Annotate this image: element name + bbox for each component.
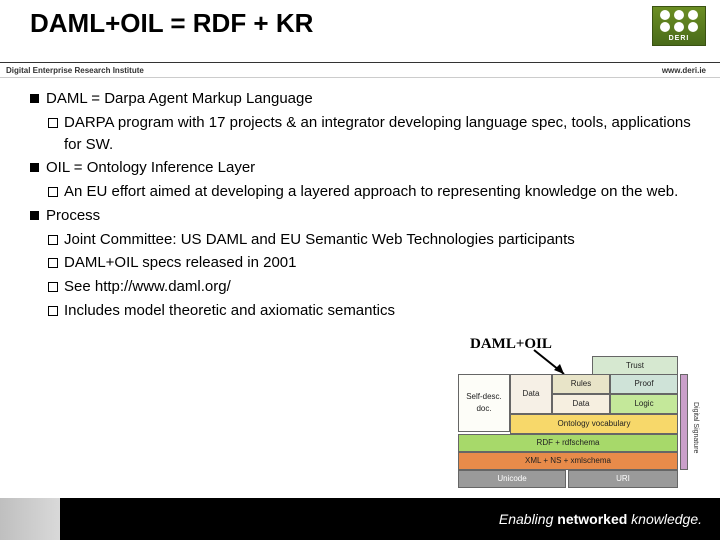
stack-layer: Proof xyxy=(610,374,678,394)
stack-layer: Data xyxy=(510,374,552,414)
digital-signature-label: Digital Signature xyxy=(690,378,700,478)
stack-layer: Data xyxy=(552,394,610,414)
sub-bar: Digital Enterprise Research Institute ww… xyxy=(0,62,720,78)
stack-layer: URI xyxy=(568,470,678,488)
bullet-l2: DAML+OIL specs released in 2001 xyxy=(30,252,700,274)
bullet-l2: DARPA program with 17 projects & an inte… xyxy=(30,112,700,156)
stack-layer: Trust xyxy=(592,356,678,376)
stack-layer: Logic xyxy=(610,394,678,414)
deri-logo: DERI xyxy=(652,6,706,46)
org-url: www.deri.ie xyxy=(662,66,706,75)
bullet-l2: An EU effort aimed at developing a layer… xyxy=(30,181,700,203)
bullet-l1: OIL = Ontology Inference Layer xyxy=(30,157,700,179)
stack-layer: XML + NS + xmlschema xyxy=(458,452,678,470)
slide-header: DAML+OIL = RDF + KR DERI xyxy=(0,0,720,62)
logo-text: DERI xyxy=(669,35,690,42)
stack-layer: Self-desc. doc. xyxy=(458,374,510,432)
stack-layer: Rules xyxy=(552,374,610,394)
slide-footer: Enabling networked knowledge. xyxy=(0,498,720,540)
bullet-l2: See http://www.daml.org/ xyxy=(30,276,700,298)
stack-layer: RDF + rdfschema xyxy=(458,434,678,452)
bullet-l2: Joint Committee: US DAML and EU Semantic… xyxy=(30,229,700,251)
bullet-l1: DAML = Darpa Agent Markup Language xyxy=(30,88,700,110)
semantic-web-stack-diagram: DAML+OIL TrustRulesProofDataDataLogicSel… xyxy=(440,338,702,504)
slide-content: DAML = Darpa Agent Markup LanguageDARPA … xyxy=(0,78,720,322)
stack-layer: Unicode xyxy=(458,470,566,488)
footer-tagline: Enabling networked knowledge. xyxy=(499,511,702,527)
signature-band xyxy=(680,374,688,470)
slide-title: DAML+OIL = RDF + KR xyxy=(30,8,700,39)
org-name: Digital Enterprise Research Institute xyxy=(6,66,144,75)
bullet-l1: Process xyxy=(30,205,700,227)
footer-accent xyxy=(0,498,60,540)
bullet-l2: Includes model theoretic and axiomatic s… xyxy=(30,300,700,322)
stack-layer: Ontology vocabulary xyxy=(510,414,678,434)
